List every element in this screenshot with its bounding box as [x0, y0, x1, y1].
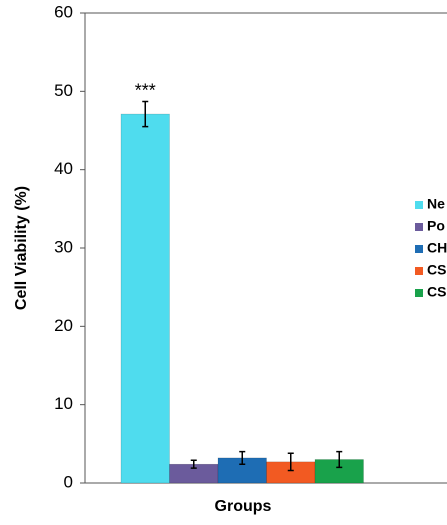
- legend-swatch: [415, 267, 423, 275]
- y-axis-label: Cell Viability (%): [13, 186, 30, 310]
- annotation: ***: [135, 80, 156, 100]
- legend-swatch: [415, 223, 423, 231]
- legend-label: CS: [427, 262, 446, 278]
- legend-swatch: [415, 289, 423, 297]
- y-tick-label: 0: [64, 472, 73, 491]
- y-tick-label: 30: [54, 237, 73, 256]
- error-bar: [336, 450, 343, 469]
- y-tick-label: 40: [54, 159, 73, 178]
- y-tick-label: 10: [54, 394, 73, 413]
- legend-label: Po: [427, 218, 445, 234]
- legend-label: Ne: [427, 196, 445, 212]
- error-bar: [287, 452, 294, 472]
- error-bar: [190, 459, 197, 469]
- legend-label: CS: [427, 284, 446, 300]
- y-tick-label: 60: [54, 2, 73, 21]
- legend-swatch: [415, 201, 423, 209]
- error-bar: [142, 100, 149, 128]
- legend-label: CH: [427, 240, 447, 256]
- error-bar: [239, 450, 246, 465]
- y-tick-label: 50: [54, 81, 73, 100]
- y-tick-label: 20: [54, 316, 73, 335]
- x-axis-label: Groups: [215, 498, 272, 515]
- legend-swatch: [415, 245, 423, 253]
- bar: [120, 113, 170, 484]
